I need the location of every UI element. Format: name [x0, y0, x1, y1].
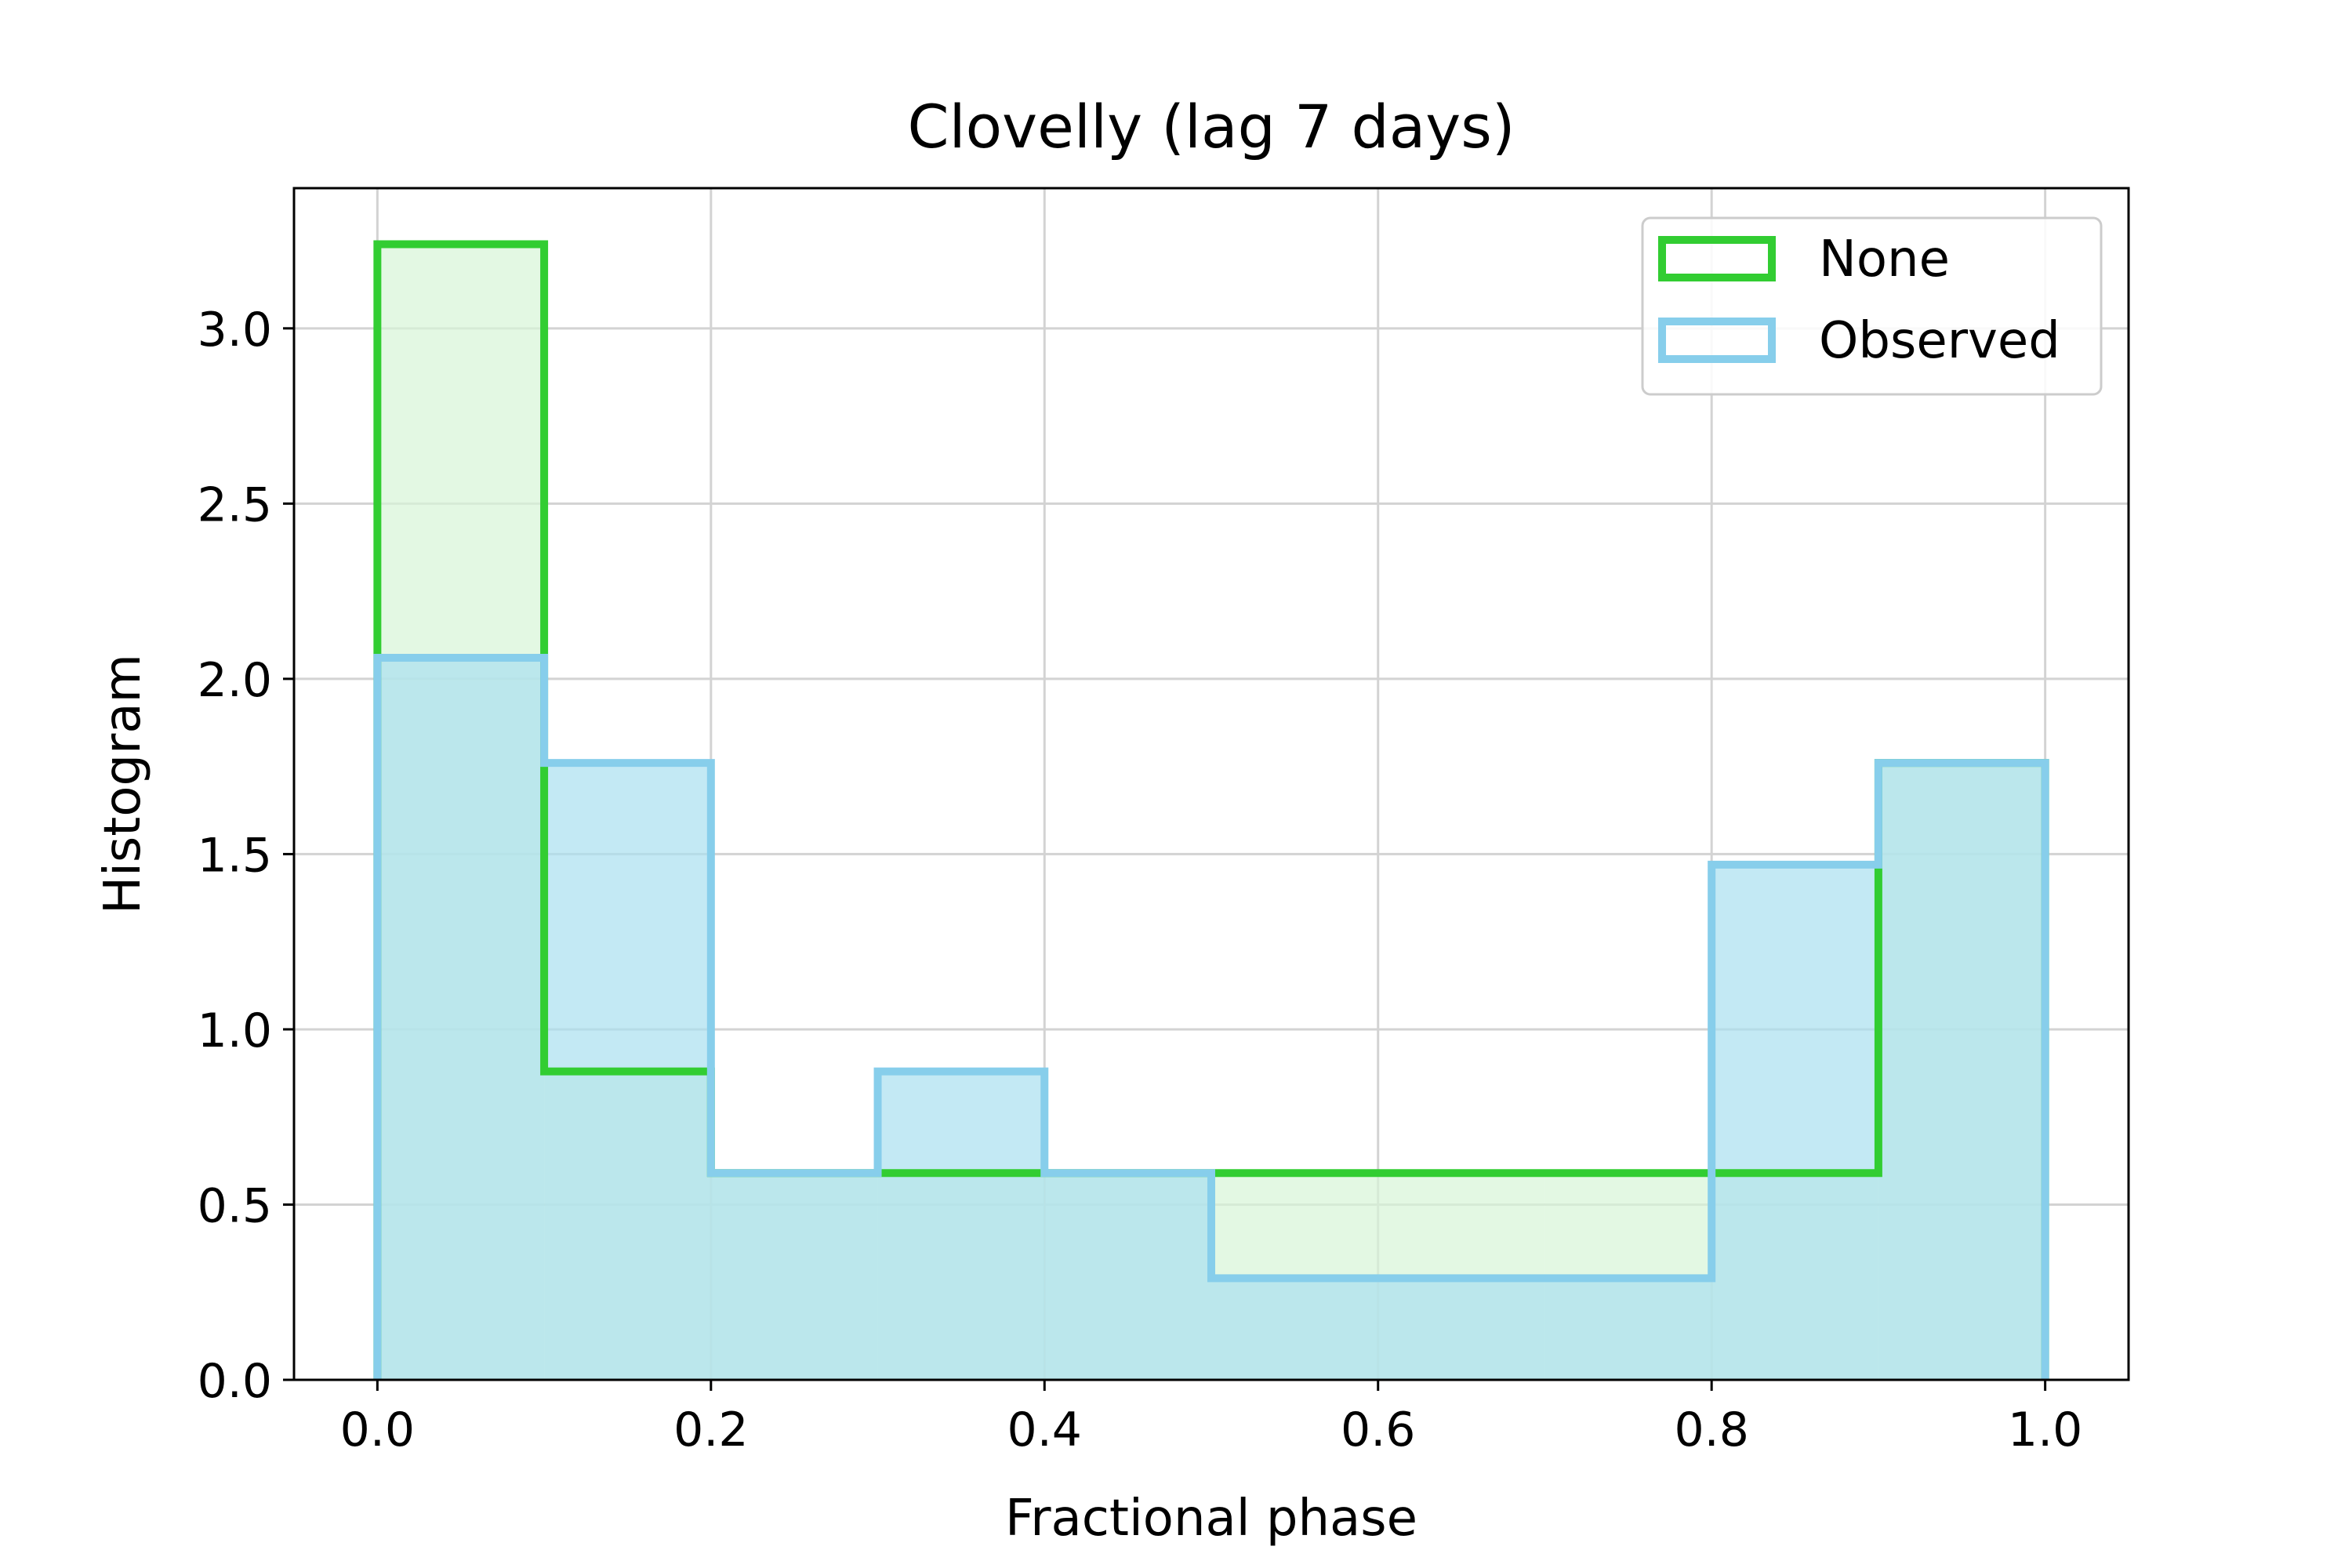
y-tick-label: 2.0 [198, 653, 272, 708]
histogram-bar-observed [1544, 1278, 1712, 1380]
legend-swatch-observed [1658, 318, 1776, 363]
histogram-bar-observed [377, 658, 545, 1380]
x-tick-label: 0.2 [673, 1403, 748, 1457]
chart-title: Clovelly (lag 7 days) [907, 92, 1515, 162]
histogram-bar-observed [1044, 1173, 1211, 1380]
y-tick-label: 1.0 [198, 1004, 272, 1058]
legend-label-none: None [1819, 230, 1950, 289]
y-tick-label: 0.5 [198, 1178, 272, 1233]
histogram-bar-observed [710, 1173, 878, 1380]
y-tick-label: 1.5 [198, 828, 272, 883]
x-tick-label: 0.8 [1674, 1403, 1748, 1457]
histogram-bar-observed [1377, 1278, 1545, 1380]
histogram-bar-observed [1211, 1278, 1378, 1380]
x-tick-label: 0.0 [340, 1403, 415, 1457]
legend-label-observed: Observed [1819, 312, 2060, 370]
y-axis-label: Histogram [94, 654, 152, 914]
histogram-bar-observed [877, 1071, 1045, 1380]
legend-swatch-none [1658, 236, 1776, 281]
histogram-bar-observed [1711, 864, 1878, 1380]
plot-frame [292, 187, 2130, 1381]
legend: None Observed [1641, 216, 2103, 396]
histogram-bar-observed [1878, 763, 2045, 1380]
histogram-fills [377, 244, 2045, 1380]
y-tick-label: 3.0 [198, 303, 272, 358]
y-tick-label: 2.5 [198, 477, 272, 532]
x-tick-label: 0.4 [1007, 1403, 1082, 1457]
y-tick-label: 0.0 [198, 1354, 272, 1409]
axis-ticks: 0.0 0.2 0.4 0.6 0.8 1.0 0.0 0.5 1.0 1.5 2.0 2.5 3.0 [198, 303, 2083, 1457]
x-tick-label: 0.6 [1341, 1403, 1415, 1457]
histogram-step-observed [373, 654, 2049, 1380]
x-tick-label: 1.0 [2008, 1403, 2082, 1457]
histogram-steps [373, 240, 2049, 1380]
legend-box [1641, 216, 2103, 396]
x-axis-label: Fractional phase [1005, 1490, 1417, 1548]
